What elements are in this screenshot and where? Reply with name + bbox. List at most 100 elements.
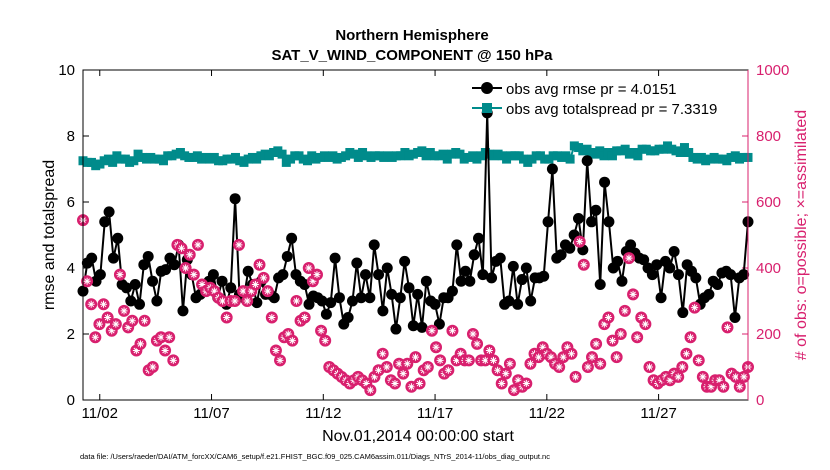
rmse-point <box>581 155 593 167</box>
rmse-point <box>477 269 489 281</box>
rmse-point <box>329 252 341 264</box>
rmse-point <box>664 262 676 274</box>
obs-assimilated-point <box>485 347 493 354</box>
obs-assimilated-point <box>424 363 432 371</box>
totalspread-point <box>438 149 448 159</box>
rmse-point <box>303 298 315 310</box>
obs-assimilated-point <box>444 366 452 374</box>
plot-area <box>83 70 748 400</box>
rmse-point <box>690 272 702 284</box>
obs-assimilated-point <box>149 363 157 371</box>
rmse-point <box>160 264 172 276</box>
x-tick-label: 11/22 <box>529 405 565 422</box>
x-tick-label: 11/17 <box>417 405 453 422</box>
obs-assimilated-point <box>494 366 502 374</box>
y-tick-label-left: 8 <box>67 128 75 145</box>
rmse-point <box>503 295 515 307</box>
series-totalspread <box>78 141 753 171</box>
obs-assimilated-point <box>95 320 103 328</box>
rmse-point <box>677 307 689 319</box>
obs-assimilated-point <box>617 330 625 338</box>
y-tick-label-left: 0 <box>67 392 75 409</box>
rmse-point <box>403 282 415 294</box>
rmse-point <box>612 255 624 267</box>
obs-assimilated-point <box>526 360 534 368</box>
legend-spread-marker <box>482 103 492 113</box>
obs-assimilated-point <box>674 373 682 381</box>
rmse-point <box>381 262 393 274</box>
obs-assimilated-point <box>707 383 715 391</box>
rmse-point <box>703 288 715 300</box>
y-tick-label-right: 200 <box>756 326 781 343</box>
rmse-point <box>99 216 111 228</box>
rmse-point <box>229 193 241 205</box>
rmse-point <box>225 282 237 294</box>
obs-assimilated-point <box>284 330 292 338</box>
obs-assimilated-point <box>321 337 329 345</box>
obs-assimilated-point <box>292 297 300 305</box>
obs-assimilated-point <box>740 373 748 381</box>
totalspread-point <box>565 154 575 164</box>
rmse-point <box>216 275 228 287</box>
rmse-point <box>107 252 119 264</box>
rmse-point <box>464 275 476 287</box>
rmse-point <box>586 216 598 228</box>
totalspread-point <box>353 152 363 162</box>
obs-assimilated-point <box>83 277 91 285</box>
obs-assimilated-point <box>691 304 699 312</box>
rmse-point <box>646 269 658 281</box>
rmse-point <box>138 259 150 271</box>
rmse-point <box>177 305 189 317</box>
legend-rmse-label: obs avg rmse pr = 4.0151 <box>506 81 677 98</box>
obs-assimilated-point <box>370 373 378 381</box>
obs-assimilated-point <box>190 271 198 279</box>
obs-assimilated-point <box>243 297 251 305</box>
obs-assimilated-point <box>510 386 518 394</box>
totalspread-point <box>620 144 630 154</box>
obs-assimilated-point <box>403 360 411 368</box>
obs-assimilated-point <box>666 376 674 384</box>
rmse-point <box>151 295 163 307</box>
obs-assimilated-point <box>301 314 309 321</box>
obs-assimilated-point <box>641 320 649 328</box>
y-tick-label-right: 0 <box>756 392 764 409</box>
rmse-point <box>416 321 428 333</box>
rmse-point <box>455 275 467 287</box>
totalspread-point <box>108 157 118 167</box>
obs-assimilated-point <box>395 360 403 368</box>
rmse-point <box>420 275 432 287</box>
obs-assimilated-point <box>108 327 116 335</box>
obs-assimilated-point <box>416 380 424 387</box>
obs-assimilated-point <box>453 356 461 364</box>
rmse-point <box>555 249 567 261</box>
obs-assimilated-point <box>604 314 612 321</box>
obs-assimilated-point <box>219 297 227 305</box>
rmse-point <box>129 279 141 290</box>
obs-assimilated-point <box>633 333 641 341</box>
obs-assimilated-point <box>313 271 321 279</box>
obs-assimilated-point <box>584 363 592 371</box>
totalspread-point <box>442 154 452 164</box>
obs-assimilated-point <box>473 340 481 348</box>
rmse-point <box>286 232 298 244</box>
obs-assimilated-point <box>547 353 555 361</box>
totalspread-point <box>455 149 465 159</box>
totalspread-point <box>277 149 287 159</box>
rmse-point <box>351 257 363 269</box>
rmse-point <box>668 246 680 257</box>
rmse-point <box>512 298 524 310</box>
rmse-point <box>451 239 463 251</box>
obs-assimilated-point <box>305 264 313 272</box>
obs-assimilated-point <box>231 297 239 305</box>
legend-rmse-marker <box>481 82 493 94</box>
rmse-point <box>459 265 471 277</box>
obs-assimilated-point <box>276 356 284 364</box>
rmse-point <box>525 295 537 307</box>
obs-assimilated-point <box>592 340 600 348</box>
obs-assimilated-point <box>136 340 144 348</box>
obs-assimilated-point <box>256 261 264 269</box>
totalspread-point <box>679 143 689 153</box>
rmse-point <box>316 295 328 307</box>
rmse-point <box>672 269 684 281</box>
obs-assimilated-point <box>502 370 510 378</box>
